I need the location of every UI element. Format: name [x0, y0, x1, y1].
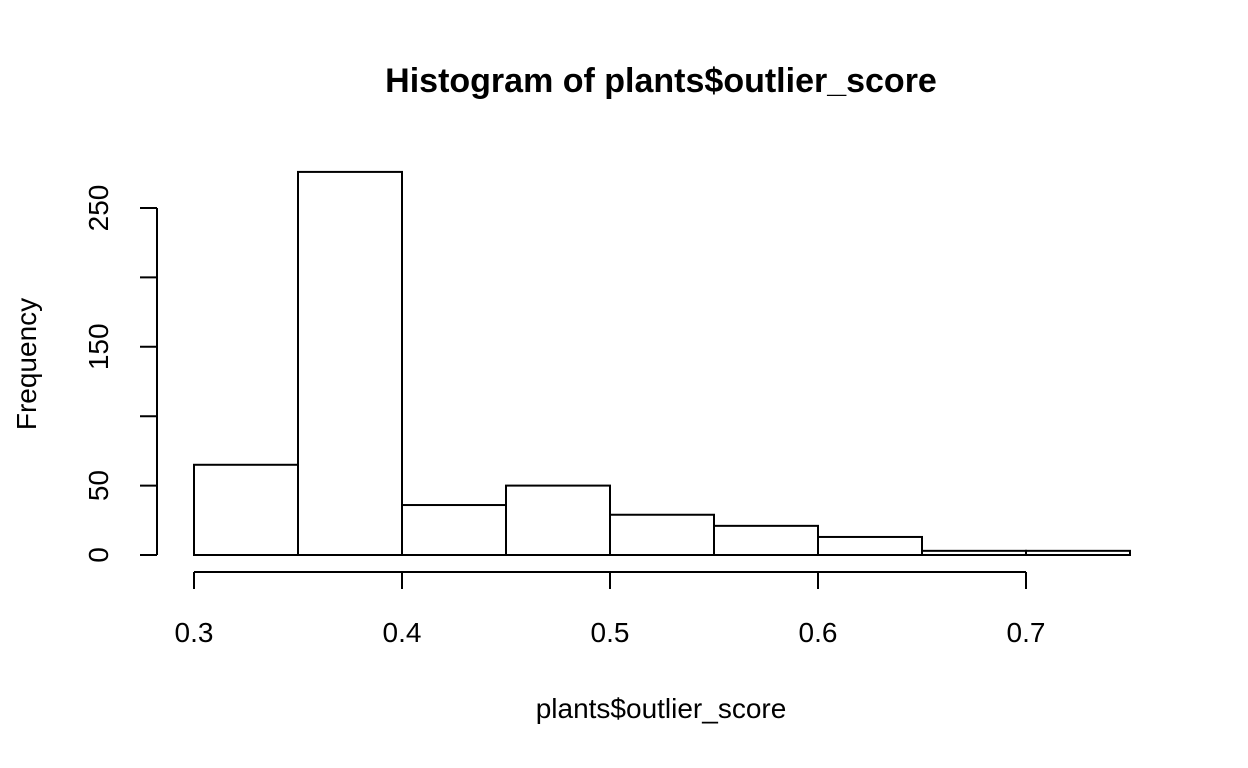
histogram-bar — [297, 170, 403, 557]
histogram-bar — [193, 463, 299, 556]
histogram-bar — [921, 549, 1027, 556]
y-axis-label: Frequency — [11, 298, 42, 430]
x-tick-label: 0.5 — [591, 617, 630, 648]
bars-group — [193, 170, 1131, 557]
x-tick-label: 0.3 — [175, 617, 214, 648]
histogram-bar — [817, 535, 923, 556]
y-tick-label: 50 — [83, 470, 114, 501]
x-axis: 0.3 0.4 0.5 0.6 0.7 — [175, 571, 1046, 648]
histogram-bar — [401, 504, 507, 557]
y-tick-label: 0 — [83, 547, 114, 563]
x-tick-label: 0.4 — [383, 617, 422, 648]
x-axis-label: plants$outlier_score — [536, 693, 787, 724]
y-tick-label: 150 — [83, 323, 114, 370]
chart-title: Histogram of plants$outlier_score — [385, 62, 937, 100]
histogram-bar — [1025, 549, 1131, 556]
x-tick-label: 0.6 — [799, 617, 838, 648]
histogram-bar — [609, 513, 715, 556]
x-tick-label: 0.7 — [1007, 617, 1046, 648]
histogram-bar — [713, 524, 819, 556]
y-tick-label: 250 — [83, 185, 114, 232]
y-axis: 0 50 150 250 — [83, 185, 158, 563]
histogram-bar — [505, 484, 611, 557]
